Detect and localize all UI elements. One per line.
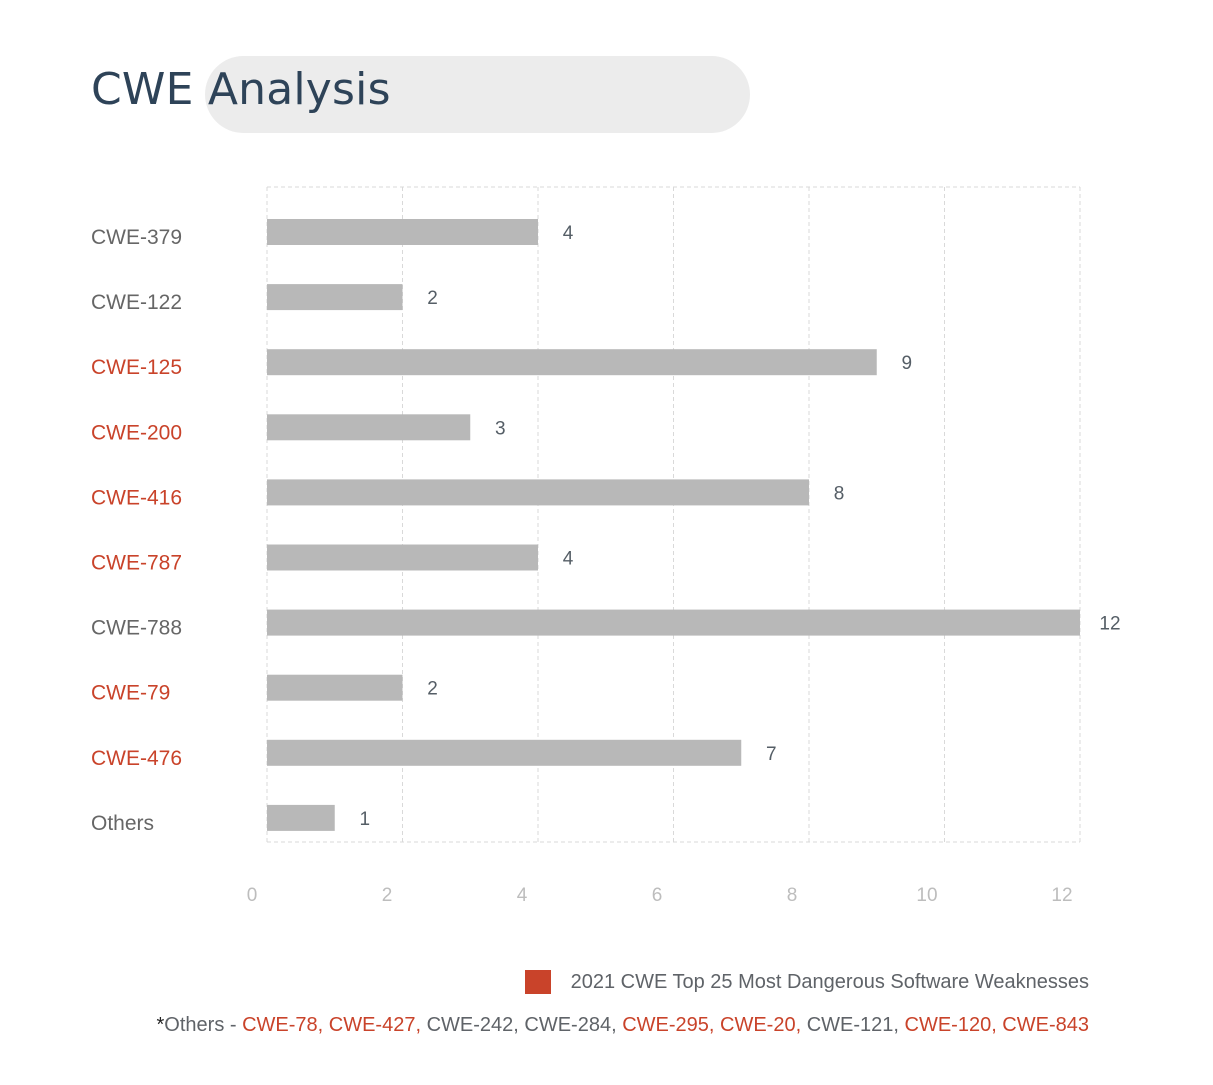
- category-label: CWE-476: [91, 747, 182, 770]
- x-tick-label: 0: [247, 885, 258, 906]
- bar-cwe-200: [267, 414, 471, 441]
- bar-cwe-125: [267, 349, 877, 376]
- bar-cwe-476: [267, 739, 742, 766]
- value-label: 12: [1099, 614, 1120, 635]
- bar-cwe-379: [267, 219, 538, 245]
- value-label: 1: [359, 809, 370, 830]
- category-label: CWE-125: [91, 356, 182, 379]
- category-label: CWE-379: [91, 226, 182, 249]
- footnote-part: CWE-242, CWE-284,: [421, 1014, 623, 1036]
- x-tick-label: 12: [1051, 885, 1072, 906]
- value-label: 2: [427, 288, 438, 309]
- bar-cwe-787: [267, 544, 538, 571]
- footnote: *Others - CWE-78, CWE-427, CWE-242, CWE-…: [157, 1014, 1090, 1037]
- value-label: 9: [901, 353, 912, 374]
- category-label: Others: [91, 812, 154, 835]
- value-label: 3: [495, 418, 506, 439]
- legend-label: 2021 CWE Top 25 Most Dangerous Software …: [570, 970, 1089, 993]
- footnote-part: CWE-121,: [801, 1014, 905, 1036]
- footnote-star: *: [156, 1014, 165, 1036]
- category-label: CWE-200: [91, 421, 182, 444]
- category-label: CWE-788: [91, 617, 182, 640]
- bar-cwe-788: [267, 609, 1080, 636]
- category-label: CWE-416: [91, 486, 182, 509]
- x-tick-label: 4: [517, 885, 528, 906]
- footnote-part: CWE-78, CWE-427,: [242, 1014, 422, 1036]
- footnote-part: Others -: [164, 1014, 243, 1036]
- x-tick-label: 6: [652, 885, 663, 906]
- value-label: 2: [427, 679, 438, 700]
- footnote-part: CWE-295, CWE-20,: [622, 1014, 802, 1036]
- bar-others: [267, 804, 335, 831]
- category-label: CWE-122: [91, 291, 182, 314]
- bar-cwe-416: [267, 479, 809, 506]
- legend: 2021 CWE Top 25 Most Dangerous Software …: [524, 970, 1089, 994]
- bar-cwe-79: [267, 674, 403, 701]
- x-tick-label: 10: [916, 885, 937, 906]
- bar-chart: 4 CWE-379 2 CWE-122 9 CWE-125 3 CWE-200 8 CWE-416…: [91, 186, 1121, 906]
- footnote-part: CWE-120, CWE-843: [904, 1014, 1090, 1036]
- value-label: 4: [563, 223, 574, 244]
- x-tick-label: 8: [787, 885, 798, 906]
- value-label: 7: [766, 744, 777, 765]
- legend-swatch: [524, 970, 551, 994]
- value-label: 8: [834, 483, 845, 504]
- value-label: 4: [563, 549, 574, 570]
- bar-cwe-122: [267, 284, 403, 311]
- page-title: CWE Analysis: [91, 64, 391, 115]
- category-label: CWE-79: [91, 682, 170, 705]
- category-label: CWE-787: [91, 552, 182, 575]
- title-background-pill: [205, 56, 750, 133]
- x-tick-label: 2: [382, 885, 393, 906]
